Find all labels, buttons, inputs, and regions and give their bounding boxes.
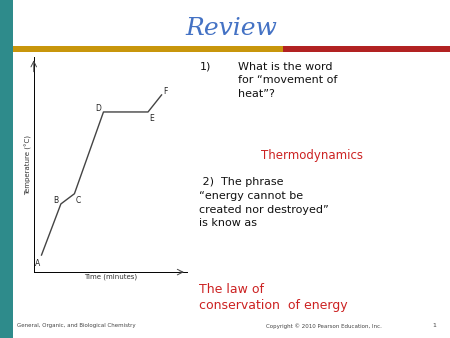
- Text: 1: 1: [432, 323, 436, 329]
- Text: C: C: [75, 196, 81, 205]
- X-axis label: Time (minutes): Time (minutes): [84, 273, 137, 280]
- Text: 1): 1): [199, 62, 211, 72]
- Text: The law of
conservation  of energy: The law of conservation of energy: [199, 283, 348, 312]
- Text: General, Organic, and Biological Chemistry: General, Organic, and Biological Chemist…: [17, 323, 135, 329]
- Text: F: F: [163, 87, 167, 96]
- Text: Thermodynamics: Thermodynamics: [261, 149, 364, 162]
- Text: D: D: [95, 104, 101, 113]
- Text: A: A: [36, 259, 40, 268]
- Text: 2)  The phrase
“energy cannot be
created nor destroyed”
is know as: 2) The phrase “energy cannot be created …: [199, 177, 329, 228]
- Text: Review: Review: [185, 17, 277, 40]
- Text: Copyright © 2010 Pearson Education, Inc.: Copyright © 2010 Pearson Education, Inc.: [266, 323, 382, 329]
- Text: E: E: [149, 114, 154, 123]
- Text: What is the word
for “movement of
heat”?: What is the word for “movement of heat”?: [238, 62, 338, 99]
- Text: B: B: [53, 196, 58, 205]
- Y-axis label: Temperature (°C): Temperature (°C): [25, 135, 32, 195]
